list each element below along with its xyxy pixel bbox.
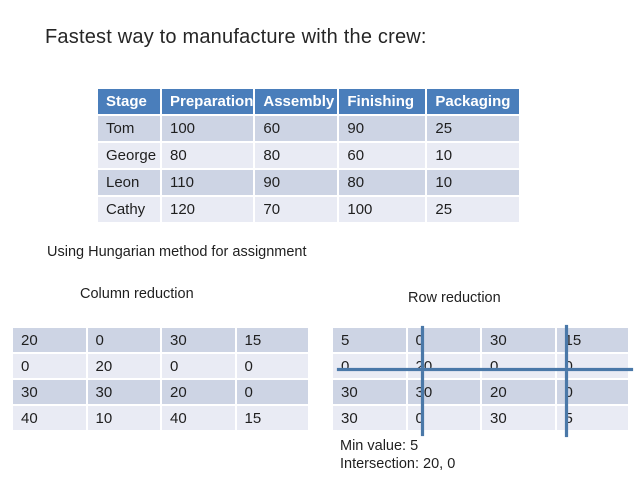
- table-row: 20 0 30 15: [13, 328, 308, 352]
- min-value-caption: Min value: 5: [340, 438, 419, 454]
- table-row: 0 20 0 0: [333, 354, 628, 378]
- table-row: Tom 100 60 90 25: [98, 116, 520, 141]
- matrix-cell: 30: [407, 380, 480, 404]
- elimination-line-vertical-2: [565, 325, 568, 437]
- intersection-caption: Intersection: 20, 0: [340, 456, 456, 472]
- table-row: Cathy 120 70 100 25: [98, 197, 520, 222]
- matrix-cell: 0: [87, 328, 160, 352]
- matrix-cell: 0: [407, 406, 480, 430]
- crew-cell: 25: [427, 116, 520, 141]
- crew-header-row: Stage Preparation Assembly Finishing Pac…: [98, 89, 520, 114]
- crew-row-name: Tom: [98, 116, 160, 141]
- crew-row-name: Leon: [98, 170, 160, 195]
- crew-header-stage: Stage: [98, 89, 160, 114]
- matrix-cell: 0: [556, 354, 628, 378]
- matrix-cell: 20: [87, 354, 160, 378]
- crew-cell: 100: [339, 197, 426, 222]
- matrix-cell: 0: [13, 354, 86, 378]
- matrix-cell: 0: [236, 354, 308, 378]
- crew-header-finishing: Finishing: [339, 89, 426, 114]
- matrix-cell: 30: [13, 380, 86, 404]
- matrix-cell: 20: [407, 354, 480, 378]
- crew-cell: 110: [162, 170, 254, 195]
- crew-cell: 90: [339, 116, 426, 141]
- matrix-cell: 5: [333, 328, 406, 352]
- slide-title: Fastest way to manufacture with the crew…: [45, 26, 427, 48]
- matrix-cell: 20: [162, 380, 235, 404]
- crew-cell: 10: [427, 170, 520, 195]
- matrix-cell: 5: [556, 406, 628, 430]
- matrix-cell: 0: [162, 354, 235, 378]
- matrix-cell: 40: [13, 406, 86, 430]
- row-reduction-label: Row reduction: [408, 290, 501, 306]
- crew-header-assembly: Assembly: [255, 89, 338, 114]
- matrix-cell: 0: [236, 380, 308, 404]
- matrix-cell: 15: [556, 328, 628, 352]
- crew-cell: 80: [255, 143, 338, 168]
- crew-cell: 90: [255, 170, 338, 195]
- matrix-cell: 30: [333, 406, 406, 430]
- crew-cell: 60: [339, 143, 426, 168]
- crew-cost-table: Stage Preparation Assembly Finishing Pac…: [96, 87, 522, 224]
- matrix-cell: 15: [236, 406, 308, 430]
- elimination-line-horizontal: [337, 368, 633, 371]
- matrix-cell: 20: [13, 328, 86, 352]
- crew-header-preparation: Preparation: [162, 89, 254, 114]
- crew-cell: 25: [427, 197, 520, 222]
- matrix-cell: 40: [162, 406, 235, 430]
- column-reduction-label: Column reduction: [80, 286, 194, 302]
- crew-header-packaging: Packaging: [427, 89, 520, 114]
- row-reduction-table: 5 0 30 15 0 20 0 0 30 30 20 0 30 0 30 5: [331, 326, 630, 432]
- table-row: Leon 110 90 80 10: [98, 170, 520, 195]
- matrix-cell: 0: [556, 380, 628, 404]
- table-row: 30 30 20 0: [333, 380, 628, 404]
- matrix-cell: 30: [87, 380, 160, 404]
- table-row: 40 10 40 15: [13, 406, 308, 430]
- matrix-cell: 15: [236, 328, 308, 352]
- table-row: George 80 80 60 10: [98, 143, 520, 168]
- crew-row-name: George: [98, 143, 160, 168]
- column-reduction-table: 20 0 30 15 0 20 0 0 30 30 20 0 40 10 40 …: [11, 326, 310, 432]
- crew-cell: 120: [162, 197, 254, 222]
- matrix-cell: 30: [162, 328, 235, 352]
- matrix-cell: 30: [482, 328, 555, 352]
- matrix-cell: 30: [333, 380, 406, 404]
- table-row: 5 0 30 15: [333, 328, 628, 352]
- matrix-cell: 30: [482, 406, 555, 430]
- table-row: 0 20 0 0: [13, 354, 308, 378]
- crew-cell: 10: [427, 143, 520, 168]
- matrix-cell: 0: [333, 354, 406, 378]
- crew-cell: 60: [255, 116, 338, 141]
- matrix-cell: 0: [482, 354, 555, 378]
- crew-cell: 70: [255, 197, 338, 222]
- crew-row-name: Cathy: [98, 197, 160, 222]
- crew-cell: 80: [162, 143, 254, 168]
- method-subtitle: Using Hungarian method for assignment: [47, 244, 307, 260]
- table-row: 30 30 20 0: [13, 380, 308, 404]
- matrix-cell: 10: [87, 406, 160, 430]
- elimination-line-vertical-1: [421, 326, 424, 436]
- matrix-cell: 0: [407, 328, 480, 352]
- crew-cell: 80: [339, 170, 426, 195]
- table-row: 30 0 30 5: [333, 406, 628, 430]
- crew-cell: 100: [162, 116, 254, 141]
- matrix-cell: 20: [482, 380, 555, 404]
